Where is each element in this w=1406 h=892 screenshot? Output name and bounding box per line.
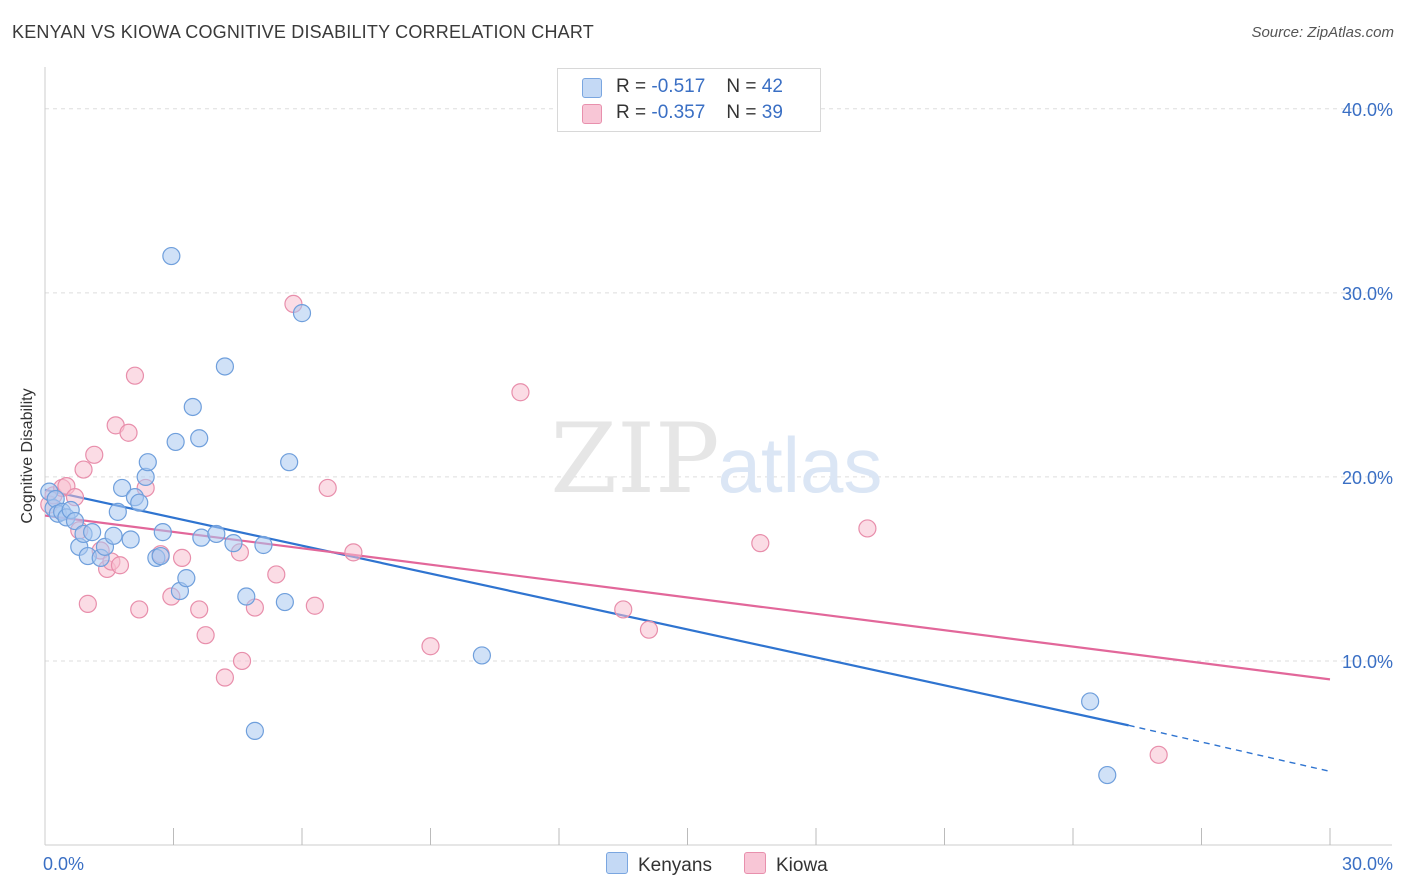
kenyans-point: [130, 493, 149, 512]
kiowa-point: [751, 534, 770, 553]
legend-r-value: -0.357: [651, 102, 706, 123]
kenyans-point: [192, 528, 211, 547]
data-points: [40, 246, 1168, 785]
kenyans-point: [121, 530, 140, 549]
watermark-zip: ZIP: [550, 403, 719, 515]
kiowa-point: [858, 519, 877, 538]
kenyans-point: [162, 246, 181, 266]
kenyans-point: [151, 546, 170, 566]
kiowa-point: [344, 543, 363, 562]
y-tick-label: 10.0%: [1342, 652, 1393, 672]
kiowa-point: [614, 600, 633, 619]
kenyans-point: [153, 523, 172, 542]
y-tick-label: 20.0%: [1342, 468, 1393, 488]
kenyans-point: [104, 526, 123, 545]
axes: [44, 67, 1392, 846]
kenyans-point: [215, 357, 234, 376]
kiowa-point: [267, 565, 286, 584]
kenyans-point: [254, 535, 273, 555]
kiowa-point: [125, 366, 145, 385]
kiowa-point: [78, 594, 97, 613]
kenyans-point: [245, 721, 264, 740]
kenyans-point: [472, 646, 491, 665]
x-tick-label: 0.0%: [43, 854, 84, 874]
kenyans-trend-extension: [1128, 724, 1331, 773]
kenyans-point: [166, 432, 185, 452]
kiowa-point: [85, 445, 104, 464]
tick-labels: 10.0% 20.0% 30.0% 40.0% 0.0% 30.0%: [43, 100, 1393, 874]
kiowa-point: [1149, 745, 1168, 764]
kenyans-point: [207, 524, 226, 544]
legend-n-value: 42: [761, 76, 783, 97]
kenyans-point: [275, 592, 294, 612]
kiowa-point: [190, 600, 209, 619]
source-label: Source: ZipAtlas.com: [1251, 24, 1394, 41]
bottom-legend-label-kiowa: Kiowa: [776, 855, 828, 876]
bottom-legend-kenyans: Kenyans: [606, 852, 712, 877]
kenyans-point: [138, 453, 157, 472]
kenyans-point: [224, 534, 243, 553]
y-tick-label: 40.0%: [1342, 100, 1393, 120]
kenyans-point: [83, 523, 102, 542]
gridlines: [45, 108, 1392, 662]
bottom-legend-kiowa: Kiowa: [744, 852, 828, 877]
legend-n-label: N =: [726, 102, 757, 123]
kiowa-point: [318, 478, 337, 498]
legend-r-label: R =: [616, 102, 647, 123]
y-tick-label: 30.0%: [1342, 284, 1393, 304]
kiowa-point: [421, 637, 440, 656]
kenyans-trend-line: [44, 488, 1129, 727]
legend-r-label: R =: [616, 76, 647, 97]
kiowa-point: [172, 548, 192, 567]
kenyans-point: [183, 397, 202, 417]
kiowa-point: [196, 626, 215, 645]
legend: R = -0.517 N = 42 R = -0.357 N = 39: [557, 68, 821, 132]
kiowa-point: [215, 668, 234, 687]
chart-title: KENYAN VS KIOWA COGNITIVE DISABILITY COR…: [12, 22, 594, 42]
kiowa-point: [130, 600, 149, 619]
kenyans-point: [1098, 765, 1117, 785]
kenyans-point: [112, 478, 132, 498]
bottom-legend-swatch-kenyans: [606, 852, 628, 874]
x-tick-label: 30.0%: [1342, 854, 1393, 874]
kenyans-point: [237, 587, 256, 606]
kenyans-point: [190, 429, 209, 448]
legend-n-value: 39: [761, 102, 783, 123]
bottom-legend-label-kenyans: Kenyans: [638, 855, 712, 876]
legend-r-value: -0.517: [651, 76, 706, 97]
kiowa-point: [119, 423, 138, 442]
kiowa-point: [232, 651, 252, 671]
kenyans-point: [1081, 692, 1100, 711]
kiowa-point: [110, 556, 130, 575]
kenyans-point: [292, 304, 312, 323]
kenyans-point: [65, 511, 85, 531]
kiowa-point: [511, 383, 530, 402]
kiowa-point: [639, 620, 659, 639]
legend-swatch-kenyans: [582, 78, 602, 98]
kenyans-point: [108, 502, 127, 521]
trend-lines: [44, 488, 1331, 773]
legend-n-label: N =: [726, 76, 757, 97]
watermark-atlas: atlas: [718, 421, 883, 509]
legend-swatch-kiowa: [582, 104, 602, 124]
bottom-legend-swatch-kiowa: [744, 852, 766, 874]
kenyans-point: [280, 453, 299, 472]
kenyans-point: [177, 569, 196, 588]
kiowa-point: [74, 460, 93, 479]
kiowa-point: [305, 596, 324, 615]
